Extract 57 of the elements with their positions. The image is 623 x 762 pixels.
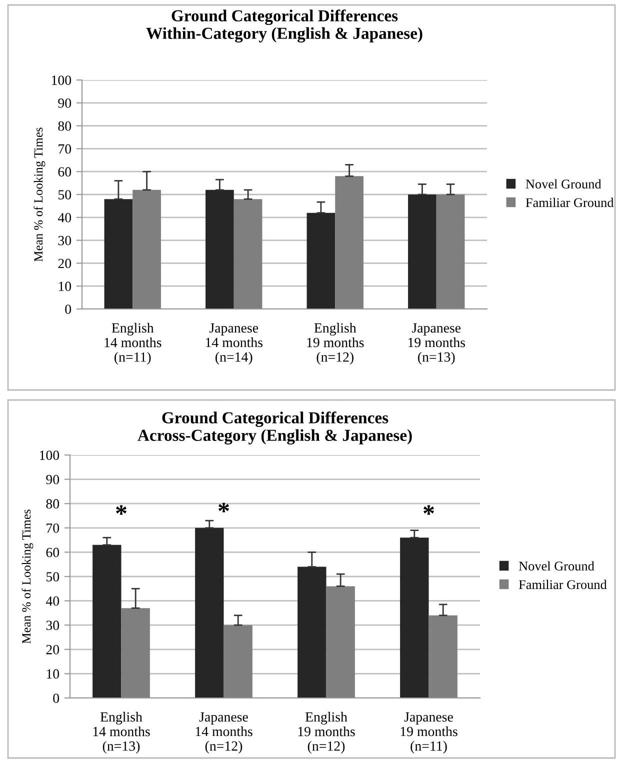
chart-title: Ground Categorical Differences Across-Category (English & Japanese) <box>138 412 412 444</box>
y-tick-label: 50 <box>46 572 60 582</box>
y-tick-label: 100 <box>52 76 72 85</box>
y-tick-label: 40 <box>58 212 72 222</box>
bar <box>400 538 429 698</box>
x-tick-label: Japanese 19 months (n=11) <box>400 712 458 754</box>
y-tick-label: 70 <box>46 523 60 533</box>
y-tick-label: 30 <box>58 236 72 246</box>
y-tick-label: 10 <box>46 669 60 679</box>
y-tick-label: 20 <box>46 644 60 654</box>
bar <box>121 608 150 698</box>
bar <box>132 190 161 309</box>
chart-title: Ground Categorical Differences Within-Category (English & Japanese) <box>146 10 422 42</box>
bar <box>335 176 364 309</box>
x-tick-label: English 14 months (n=13) <box>93 712 150 754</box>
y-tick-label: 60 <box>58 167 72 177</box>
y-tick-label: 60 <box>46 548 60 558</box>
x-tick-label: English 19 months (n=12) <box>298 712 355 754</box>
annotation: * <box>116 505 126 515</box>
y-tick-label: 10 <box>58 282 72 292</box>
annotation: * <box>218 502 229 512</box>
bar <box>326 586 355 698</box>
bar <box>195 528 224 698</box>
bar <box>428 615 458 698</box>
x-tick-label: Japanese 14 months (n=12) <box>196 712 252 754</box>
legend-label: Novel Ground <box>518 561 594 571</box>
y-tick-label: 100 <box>40 450 60 460</box>
y-tick-label: 0 <box>65 304 72 314</box>
x-tick-label: Japanese 19 months (n=13) <box>408 323 466 365</box>
bar <box>436 194 465 309</box>
bar <box>104 199 133 309</box>
bar <box>408 194 436 309</box>
y-tick-label: 0 <box>53 694 60 703</box>
y-axis-title: Mean % of Looking Times <box>34 128 46 262</box>
y-tick-label: 30 <box>46 620 60 630</box>
legend-label: Novel Ground <box>526 179 602 189</box>
y-tick-label: 70 <box>58 144 72 154</box>
y-tick-label: 40 <box>46 596 60 606</box>
legend-label: Familiar Ground <box>518 580 607 590</box>
bar <box>298 566 326 698</box>
x-tick-label: English 14 months (n=11) <box>104 322 162 365</box>
x-tick-label: English 19 months (n=12) <box>307 322 364 365</box>
y-tick-label: 90 <box>46 474 60 484</box>
bar <box>206 190 234 309</box>
y-tick-label: 80 <box>46 499 60 509</box>
x-tick-label: Japanese 14 months (n=14) <box>206 323 263 365</box>
bar <box>92 544 122 698</box>
y-tick-label: 50 <box>58 190 72 200</box>
y-tick-label: 90 <box>58 98 72 108</box>
bar <box>306 212 336 309</box>
annotation: * <box>424 505 434 515</box>
legend-label: Familiar Ground <box>526 198 614 208</box>
y-tick-label: 20 <box>58 258 72 268</box>
y-tick-label: 80 <box>58 121 72 131</box>
y-axis-title: Mean % of Looking Times <box>22 510 34 644</box>
bar <box>234 199 262 309</box>
bar <box>224 625 252 698</box>
